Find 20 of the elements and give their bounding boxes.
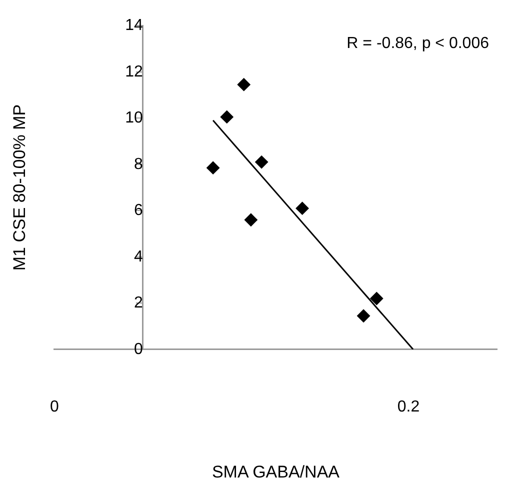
point <box>206 161 220 174</box>
point <box>296 202 309 215</box>
point <box>244 213 258 226</box>
y-tick-label: 12 <box>125 63 144 80</box>
y-tick-label: 6 <box>134 202 144 220</box>
y-tick-label: 4 <box>134 248 144 266</box>
x-tick-label: 0.2 <box>397 398 420 416</box>
y-axis-title: M1 CSE 80-100% MP <box>10 104 30 271</box>
annotation: R = -0.86, p < 0.006 <box>346 35 490 52</box>
point <box>357 309 370 322</box>
y-tick-label: 8 <box>134 156 144 173</box>
x-axis-title: SMA GABA/NAA <box>212 462 340 482</box>
point <box>237 78 250 92</box>
y-tick-label: 10 <box>125 110 144 127</box>
point <box>220 110 234 124</box>
y-tick-label: 14 <box>125 17 144 34</box>
y-tick-label: 0 <box>134 340 144 358</box>
y-tick-label: 2 <box>134 294 144 312</box>
point <box>255 156 268 169</box>
point <box>370 292 384 306</box>
